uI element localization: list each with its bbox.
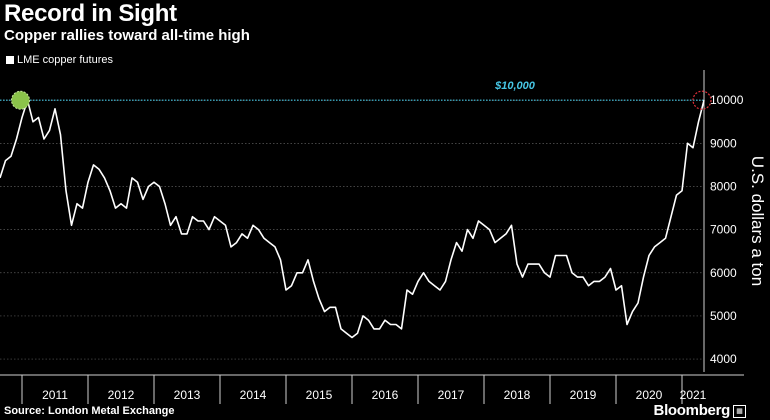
series-line	[0, 99, 705, 339]
y-tick-9000: 9000	[710, 136, 737, 150]
legend: LME copper futures	[6, 54, 113, 66]
peak-marker-2011	[11, 90, 30, 110]
x-tick-2016: 2016	[372, 388, 399, 402]
y-tick-8000: 8000	[710, 179, 737, 193]
y-axis-label: U.S. dollars a ton	[748, 156, 767, 286]
chart-subtitle: Copper rallies toward all-time high	[4, 27, 250, 44]
chart-title: Record in Sight	[4, 0, 177, 27]
x-tick-2020: 2020	[636, 388, 663, 402]
x-tick-2018: 2018	[504, 388, 531, 402]
x-tick-2015: 2015	[306, 388, 333, 402]
y-tick-7000: 7000	[710, 223, 737, 237]
source-note: Source: London Metal Exchange	[4, 405, 175, 417]
bloomberg-icon: ▦	[733, 405, 746, 418]
x-tick-2014: 2014	[240, 388, 267, 402]
reference-label: $10,000	[494, 80, 536, 92]
y-tick-4000: 4000	[710, 352, 737, 366]
x-tick-2019: 2019	[570, 388, 597, 402]
x-tick-2013: 2013	[174, 388, 201, 402]
legend-label: LME copper futures	[17, 54, 113, 66]
x-tick-2017: 2017	[438, 388, 465, 402]
y-tick-10000: 10000	[710, 93, 744, 107]
brand-logo: Bloomberg	[653, 402, 731, 419]
x-tick-2011: 2011	[42, 388, 68, 402]
x-tick-2012: 2012	[108, 388, 135, 402]
current-marker-2021	[692, 90, 712, 110]
y-tick-6000: 6000	[710, 266, 737, 280]
x-tick-2021: 2021	[680, 388, 707, 402]
legend-swatch	[6, 56, 14, 64]
y-tick-5000: 5000	[710, 309, 737, 323]
